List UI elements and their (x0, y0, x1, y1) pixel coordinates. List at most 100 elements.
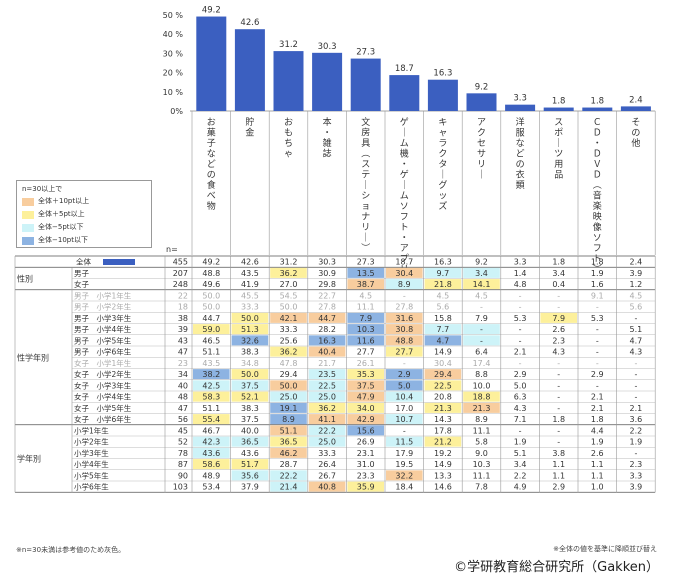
table-cell: 1.1 (552, 471, 565, 480)
legend-label-plus10: 全体＋10pt以上 (38, 197, 90, 205)
table-cell: 2.9 (591, 370, 604, 379)
table-cell: 7.9 (552, 314, 565, 323)
table-cell: 40.8 (318, 483, 336, 492)
bar-value-label: 30.3 (318, 42, 337, 52)
table-row-label: 女子 小学5年生 (74, 403, 132, 413)
table-cell: 8.9 (398, 280, 411, 289)
table-cell: 9.0 (475, 449, 488, 458)
table-cell: 3.4 (514, 460, 527, 469)
table-cell: 1.1 (591, 460, 604, 469)
table-cell: - (519, 325, 522, 334)
table-row-label: 男子 小学4年生 (74, 324, 132, 334)
highlight-cell (308, 335, 346, 346)
table-cell: 4.3 (552, 348, 565, 357)
highlight-cell (386, 346, 423, 357)
table-cell: 41.9 (241, 280, 259, 289)
highlight-cell (193, 369, 230, 380)
table-cell: 29.8 (318, 280, 336, 289)
table-cell: 50.0 (280, 381, 298, 390)
table-cell: 51.1 (202, 348, 220, 357)
table-cell: 30.8 (395, 325, 413, 334)
bar-value-label: 2.4 (629, 95, 643, 105)
legend-swatch-plus5 (22, 210, 34, 219)
table-cell: - (557, 381, 560, 390)
table-cell: 2.2 (630, 426, 643, 435)
table-cell: 26.9 (357, 438, 375, 447)
table-cell: 1.9 (630, 438, 643, 447)
table-cell: - (519, 336, 522, 345)
bar (350, 58, 381, 111)
table-cell: 7.8 (475, 483, 488, 492)
bar-value-label: 31.2 (279, 40, 298, 50)
table-cell: - (596, 348, 599, 357)
table-cell: 5.0 (514, 381, 527, 390)
bar (543, 107, 574, 111)
highlight-cell (231, 391, 269, 402)
legend-item-minus5: 全体−5pt以下 (22, 221, 146, 234)
table-cell: 33.3 (318, 449, 336, 458)
table-cell: 2.1 (591, 404, 604, 413)
table-cell: 52.1 (241, 393, 259, 402)
table-cell: 32.2 (395, 471, 413, 480)
table-cell: 48.8 (202, 269, 220, 278)
table-cell: 2.6 (591, 449, 604, 458)
highlight-cell (347, 335, 384, 346)
table-cell: 31.0 (357, 460, 375, 469)
table-cell: - (634, 359, 637, 368)
table-cell: 3.9 (630, 483, 643, 492)
bar (505, 104, 536, 111)
table-cell: 17.4 (473, 359, 491, 368)
table-row-label: 男子 小学6年生 (74, 347, 132, 357)
highlight-cell (231, 369, 269, 380)
table-cell: 4.4 (591, 426, 604, 435)
table-row-n: 87 (178, 460, 188, 469)
table-cell: 38.7 (357, 280, 375, 289)
table-cell: 46.2 (280, 449, 298, 458)
bar (312, 52, 343, 111)
table-cell: 13.3 (434, 471, 452, 480)
table-cell: 34.0 (357, 404, 375, 413)
category-label: お菓子などの食べ物 (207, 117, 216, 212)
highlight-cell (270, 346, 307, 357)
table-cell: 33.3 (241, 303, 259, 312)
table-cell: - (596, 359, 599, 368)
table-cell: 11.1 (473, 471, 491, 480)
table-cell: - (596, 303, 599, 312)
table-cell: 19.1 (280, 404, 298, 413)
table-cell: 4.5 (475, 291, 488, 300)
table-row-n: 43 (178, 336, 188, 345)
table-cell: 19.2 (434, 449, 452, 458)
table-row-n: 48 (178, 393, 188, 402)
table-row-n: 47 (178, 404, 188, 413)
table-cell: 21.4 (280, 483, 298, 492)
table-cell: - (519, 426, 522, 435)
table-row-label: 男子 小学3年生 (74, 313, 132, 323)
highlight-cell (347, 402, 384, 413)
table-cell: 38.3 (241, 348, 259, 357)
table-cell: 48.9 (202, 471, 220, 480)
table-cell: 22.5 (318, 381, 336, 390)
category-label: その他 (631, 117, 640, 149)
table-row-n: 23 (178, 359, 188, 368)
table-cell: 30.9 (318, 269, 336, 278)
table-cell: 4.9 (514, 483, 527, 492)
table-cell: 13.5 (357, 269, 375, 278)
table-cell: 4.5 (437, 291, 450, 300)
table-cell: 3.3 (630, 471, 643, 480)
highlight-cell (347, 324, 384, 335)
highlight-cell (270, 436, 307, 447)
bar (389, 75, 420, 111)
legend-swatch-plus10 (22, 197, 34, 206)
legend-title: n=30以上で (22, 185, 63, 193)
table-cell: 2.3 (552, 336, 565, 345)
table-cell: 3.9 (630, 269, 643, 278)
highlight-cell (193, 380, 230, 391)
table-cell: 41.1 (318, 415, 336, 424)
table-cell: 54.5 (280, 291, 298, 300)
table-cell: 14.1 (473, 280, 491, 289)
footnote-left: ※n=30未満は参考値のため灰色。 (16, 546, 126, 554)
table-cell: 46.7 (202, 426, 220, 435)
table-row-n: 34 (178, 370, 188, 379)
bar (582, 107, 613, 111)
